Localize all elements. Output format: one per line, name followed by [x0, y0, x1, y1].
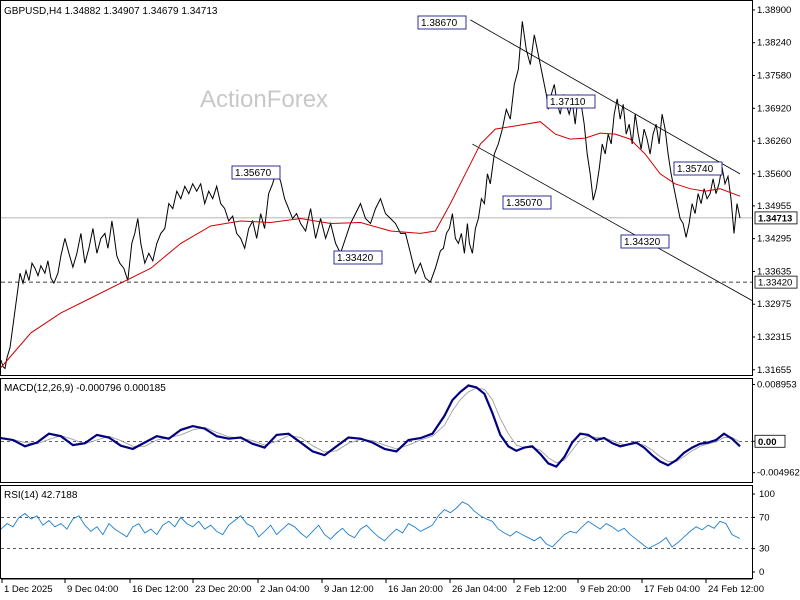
macd-lines [0, 384, 752, 468]
price-line [0, 21, 741, 370]
channel-lower-line [472, 143, 753, 301]
rsi-tick-label: 30 [759, 544, 770, 555]
time-tick-label: 26 Jan 04:00 [452, 584, 507, 595]
annotation-box [546, 94, 596, 109]
watermark: ActionForex [200, 86, 328, 113]
price-panel: ActionForex GBPUSD,H4 1.34882 1.34907 1.… [0, 0, 798, 376]
current-price-marker: 1.34713 [754, 211, 798, 225]
macd-line [0, 384, 741, 468]
time-tick-label: 9 Jan 12:00 [324, 584, 374, 595]
time-tick-label: 2 Feb 12:00 [516, 584, 567, 595]
time-tick-label: 16 Jan 20:00 [388, 584, 443, 595]
macd-tick-label: -0.004962 [757, 468, 800, 479]
time-tick-label: 23 Dec 20:00 [195, 584, 252, 595]
rsi-line [0, 501, 741, 550]
price-tick-label: 1.37580 [757, 71, 791, 82]
annotation-text: 1.35670 [235, 168, 272, 179]
price-tick-label: 1.34955 [757, 201, 791, 212]
annotation-box [417, 15, 467, 30]
time-tick-label: 24 Feb 12:00 [708, 584, 764, 595]
annotation-text: 1.33420 [337, 253, 374, 264]
annotation-text: 1.35740 [677, 164, 714, 175]
time-tick-label: 16 Dec 12:00 [132, 584, 189, 595]
annotation-box [673, 161, 723, 176]
price-header: GBPUSD,H4 1.34882 1.34907 1.34679 1.3471… [4, 6, 218, 17]
annotation-label: 1.37110 [546, 94, 596, 109]
price-tick-label: 1.36920 [757, 103, 791, 114]
support-price-text: 1.33420 [758, 278, 792, 289]
macd-tick-label: 0.008953 [757, 380, 797, 391]
price-tick-label: 1.35600 [757, 169, 791, 180]
annotation-text: 1.38670 [421, 18, 458, 29]
price-annotations: 1.38670 1.37110 1.35670 1.35740 1.35070 1.343… [231, 15, 723, 265]
price-tick-label: 1.34295 [757, 234, 791, 245]
price-tick-label: 1.33635 [757, 266, 791, 277]
time-axis: 1 Dec 2025 9 Dec 04:00 16 Dec 12:00 23 Dec … [1, 578, 764, 595]
annotation-text: 1.34320 [624, 237, 661, 248]
price-tick-label: 1.32975 [757, 299, 791, 310]
price-tick-label: 1.31655 [757, 365, 791, 376]
rsi-lines [0, 501, 752, 550]
annotation-label: 1.35670 [231, 165, 281, 180]
current-price-box [754, 211, 798, 225]
rsi-header: RSI(14) 42.7188 [4, 490, 78, 501]
annotation-box [333, 250, 383, 265]
macd-current-box [754, 434, 786, 448]
rsi-tick-label: 0 [759, 567, 764, 578]
channel-upper-line [470, 19, 741, 175]
annotation-box [620, 234, 670, 249]
annotation-text: 1.37110 [550, 97, 586, 108]
price-axis: 1.38900 1.38240 1.37580 1.36920 1.36260 1.356… [752, 5, 798, 376]
rsi-tick-label: 100 [759, 489, 775, 500]
moving-average-line [0, 121, 741, 368]
price-lines [0, 19, 753, 370]
macd-current-marker: 0.00 [754, 434, 786, 448]
time-tick-label: 1 Dec 2025 [4, 584, 53, 595]
annotation-box [231, 165, 281, 180]
time-tick-label: 9 Dec 04:00 [67, 584, 118, 595]
annotation-label: 1.35740 [673, 161, 723, 176]
rsi-tick-label: 70 [759, 512, 770, 523]
rsi-axis: 100 70 30 0 [752, 489, 775, 578]
macd-header: MACD(12,26,9) -0.000796 0.000185 [4, 383, 166, 394]
price-tick-label: 1.38900 [757, 5, 791, 16]
annotation-label: 1.34320 [620, 234, 670, 249]
time-tick-label: 9 Feb 20:00 [580, 584, 631, 595]
time-tick-label: 17 Feb 04:00 [644, 584, 700, 595]
price-tick-label: 1.38240 [757, 38, 791, 49]
annotation-box [502, 195, 552, 210]
current-price-text: 1.34713 [758, 213, 792, 224]
support-price-marker: 1.33420 [754, 275, 798, 289]
price-tick-label: 1.32315 [757, 332, 791, 343]
annotation-text: 1.35070 [506, 198, 543, 209]
annotation-label: 1.38670 [417, 15, 467, 30]
price-tick-label: 1.36260 [757, 136, 791, 147]
annotation-label: 1.33420 [333, 250, 383, 265]
support-price-box [754, 275, 798, 289]
time-tick-label: 2 Jan 04:00 [260, 584, 310, 595]
macd-panel: MACD(12,26,9) -0.000796 0.000185 0.00895… [0, 378, 800, 483]
macd-current-text: 0.00 [758, 437, 777, 448]
annotation-label: 1.35070 [502, 195, 552, 210]
